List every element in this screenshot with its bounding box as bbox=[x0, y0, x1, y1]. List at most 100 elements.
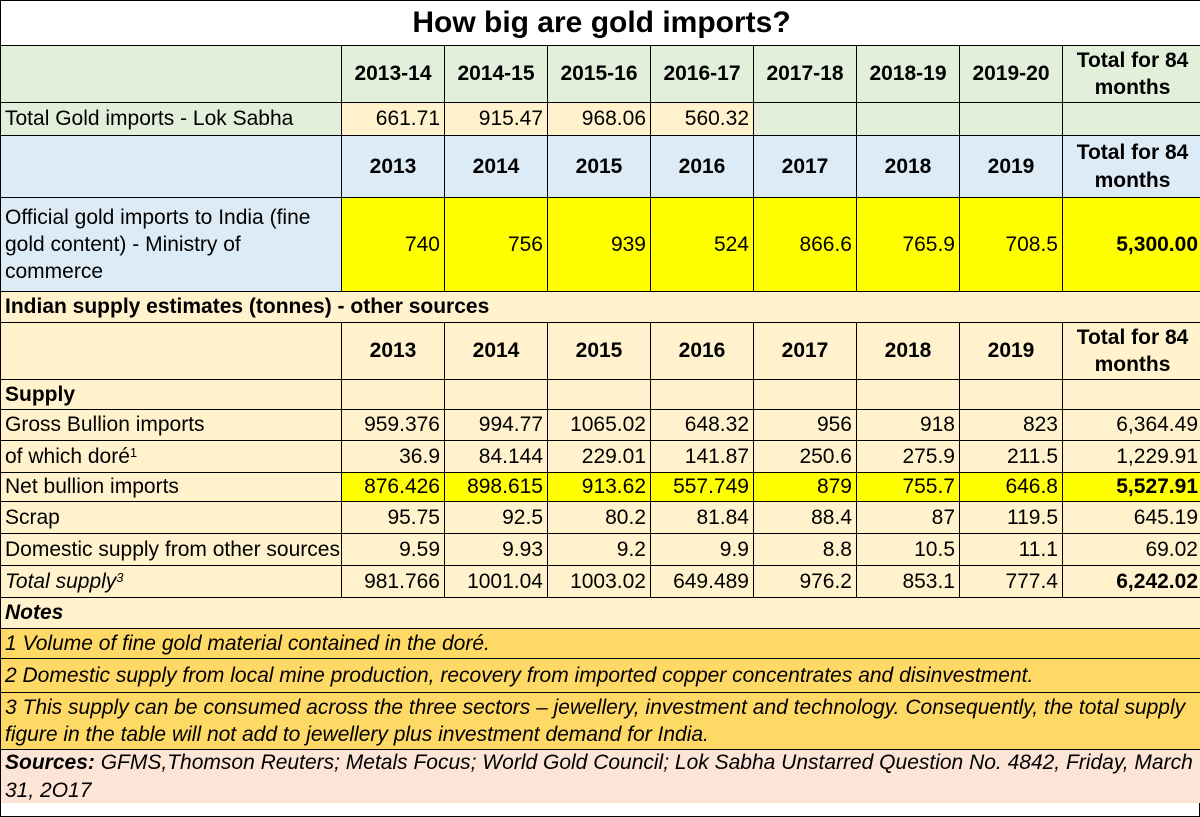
supply-row-label-text: Total supply bbox=[5, 569, 117, 593]
supply-value: 119.5 bbox=[960, 502, 1063, 534]
sources-text: GFMS,Thomson Reuters; Metals Focus; Worl… bbox=[5, 751, 1193, 802]
blank-cell bbox=[857, 380, 960, 410]
ministry-year-header: 2018 bbox=[857, 136, 960, 198]
ministry-row-label: Official gold imports to India (fine gol… bbox=[1, 198, 342, 292]
supply-value: 9.93 bbox=[445, 534, 548, 566]
supply-value: 777.4 bbox=[960, 566, 1063, 598]
supply-value: 87 bbox=[857, 502, 960, 534]
supply-value: 879 bbox=[754, 473, 857, 502]
supply-value: 250.6 bbox=[754, 441, 857, 473]
supply-value: 1065.02 bbox=[548, 410, 651, 441]
ministry-value: 756 bbox=[445, 198, 548, 292]
ministry-year-header: 2017 bbox=[754, 136, 857, 198]
supply-row-label-text: of which doré bbox=[5, 444, 130, 468]
lok-sabha-value: 968.06 bbox=[548, 103, 651, 136]
blank-cell bbox=[548, 380, 651, 410]
page-title: How big are gold imports? bbox=[1, 1, 1200, 46]
supply-value: 959.376 bbox=[342, 410, 445, 441]
ministry-year-header: 2014 bbox=[445, 136, 548, 198]
sources-text-block: Sources: GFMS,Thomson Reuters; Metals Fo… bbox=[5, 750, 1198, 803]
supply-value: 648.32 bbox=[651, 410, 754, 441]
blank-cell bbox=[651, 380, 754, 410]
supply-value: 9.59 bbox=[342, 534, 445, 566]
note-item: 3 This supply can be consumed across the… bbox=[1, 693, 1200, 750]
supply-value: 976.2 bbox=[754, 566, 857, 598]
supply-label: Supply bbox=[1, 380, 342, 410]
lok-sabha-year-header: 2014-15 bbox=[445, 46, 548, 103]
lok-sabha-year-header: 2018-19 bbox=[857, 46, 960, 103]
ministry-value: 708.5 bbox=[960, 198, 1063, 292]
ministry-value: 866.6 bbox=[754, 198, 857, 292]
ministry-year-header: 2016 bbox=[651, 136, 754, 198]
lok-sabha-value: 661.71 bbox=[342, 103, 445, 136]
lok-sabha-row-label: Total Gold imports - Lok Sabha bbox=[1, 103, 342, 136]
supply-value: 9.2 bbox=[548, 534, 651, 566]
supply-value: 11.1 bbox=[960, 534, 1063, 566]
supply-row-label: of which doré 1 bbox=[1, 441, 342, 473]
lok-sabha-year-header: 2017-18 bbox=[754, 46, 857, 103]
supply-row-label: Total supply 3 bbox=[1, 566, 342, 598]
ministry-year-header: 2015 bbox=[548, 136, 651, 198]
supply-value: 211.5 bbox=[960, 441, 1063, 473]
note-item: 1 Volume of fine gold material contained… bbox=[1, 629, 1200, 659]
supply-value: 81.84 bbox=[651, 502, 754, 534]
supply-value: 981.766 bbox=[342, 566, 445, 598]
lok-sabha-value bbox=[857, 103, 960, 136]
supply-value: 1001.04 bbox=[445, 566, 548, 598]
supply-total-header: Total for 84 months bbox=[1063, 323, 1200, 380]
supply-value: 275.9 bbox=[857, 441, 960, 473]
notes-title: Notes bbox=[1, 598, 1200, 629]
supply-total: 5,527.91 bbox=[1063, 473, 1200, 502]
supply-value: 36.9 bbox=[342, 441, 445, 473]
supply-value: 8.8 bbox=[754, 534, 857, 566]
note-item: 2 Domestic supply from local mine produc… bbox=[1, 659, 1200, 693]
blank-cell bbox=[1063, 380, 1200, 410]
supply-year-header: 2013 bbox=[342, 323, 445, 380]
blank-cell bbox=[445, 380, 548, 410]
supply-total: 6,242.02 bbox=[1063, 566, 1200, 598]
supply-year-header: 2017 bbox=[754, 323, 857, 380]
ministry-year-header: 2019 bbox=[960, 136, 1063, 198]
supply-total: 69.02 bbox=[1063, 534, 1200, 566]
supply-value: 956 bbox=[754, 410, 857, 441]
supply-value: 9.9 bbox=[651, 534, 754, 566]
lok-sabha-total bbox=[1063, 103, 1200, 136]
supply-year-header: 2019 bbox=[960, 323, 1063, 380]
supply-value: 853.1 bbox=[857, 566, 960, 598]
lok-sabha-year-header: 2015-16 bbox=[548, 46, 651, 103]
supply-total: 6,364.49 bbox=[1063, 410, 1200, 441]
lok-sabha-year-header: 2016-17 bbox=[651, 46, 754, 103]
ministry-header-blank bbox=[1, 136, 342, 198]
ministry-total: 5,300.00 bbox=[1063, 198, 1200, 292]
blank-cell bbox=[342, 380, 445, 410]
lok-sabha-year-header: 2013-14 bbox=[342, 46, 445, 103]
supply-year-header: 2016 bbox=[651, 323, 754, 380]
supply-value: 823 bbox=[960, 410, 1063, 441]
supply-value: 95.75 bbox=[342, 502, 445, 534]
supply-year-header: 2014 bbox=[445, 323, 548, 380]
lok-sabha-year-header: 2019-20 bbox=[960, 46, 1063, 103]
supply-value: 918 bbox=[857, 410, 960, 441]
supply-value: 913.62 bbox=[548, 473, 651, 502]
supply-value: 876.426 bbox=[342, 473, 445, 502]
supply-row-label: Scrap bbox=[1, 502, 342, 534]
supply-value: 755.7 bbox=[857, 473, 960, 502]
supply-year-header: 2015 bbox=[548, 323, 651, 380]
supply-row-label: Domestic supply from other sources bbox=[1, 534, 342, 566]
supply-value: 84.144 bbox=[445, 441, 548, 473]
ministry-value: 740 bbox=[342, 198, 445, 292]
ministry-value: 939 bbox=[548, 198, 651, 292]
blank-cell bbox=[960, 380, 1063, 410]
supply-row-label: Net bullion imports bbox=[1, 473, 342, 502]
lok-sabha-total-header: Total for 84 months bbox=[1063, 46, 1200, 103]
sources-label: Sources: bbox=[5, 751, 95, 775]
ministry-value: 765.9 bbox=[857, 198, 960, 292]
lok-sabha-value bbox=[960, 103, 1063, 136]
supply-value: 557.749 bbox=[651, 473, 754, 502]
ministry-value: 524 bbox=[651, 198, 754, 292]
supply-value: 898.615 bbox=[445, 473, 548, 502]
ministry-year-header: 2013 bbox=[342, 136, 445, 198]
supply-row-label: Gross Bullion imports bbox=[1, 410, 342, 441]
supply-value: 10.5 bbox=[857, 534, 960, 566]
